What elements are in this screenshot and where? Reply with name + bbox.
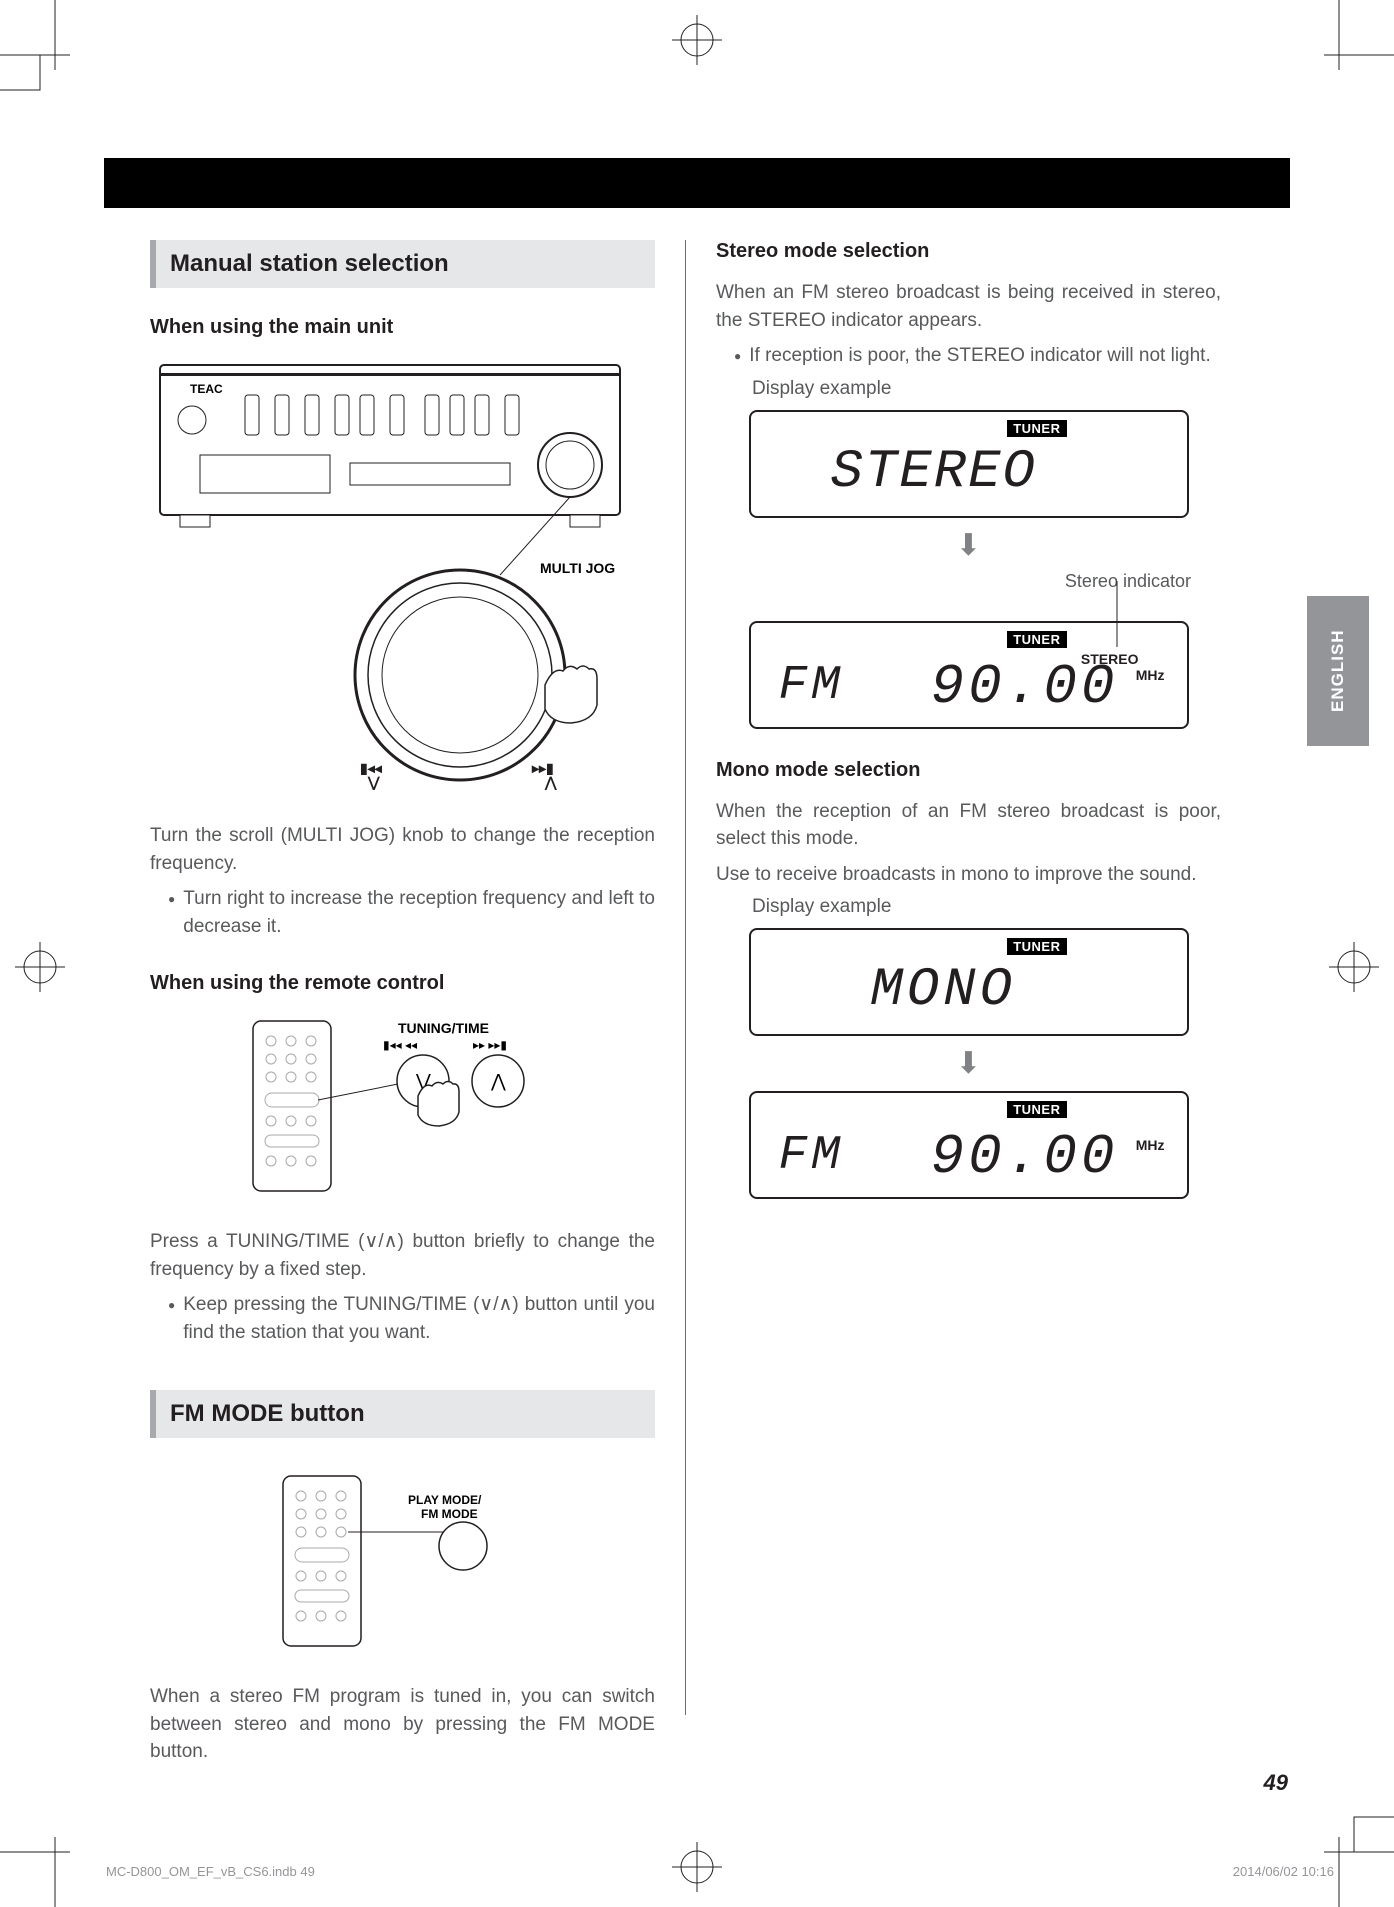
heading-stereo-mode: Stereo mode selection (716, 240, 1221, 263)
subheading-remote: When using the remote control (150, 972, 655, 995)
crop-mark-br (1294, 1807, 1394, 1907)
footer-left: MC-D800_OM_EF_vB_CS6.indb 49 (106, 1864, 315, 1879)
section-heading-manual: Manual station selection (150, 240, 655, 288)
down-arrow-icon-2: ⬇ (716, 1046, 1221, 1081)
figure-main-unit: TEAC (150, 355, 655, 800)
p-mono-1: When the reception of an FM stereo broad… (716, 798, 1221, 853)
crop-mark-tr (1294, 0, 1394, 100)
seg-fm: FM (779, 659, 845, 713)
svg-text:▸▸▮: ▸▸▮ (531, 760, 554, 776)
p-fm-mode: When a stereo FM program is tuned in, yo… (150, 1683, 655, 1766)
section-heading-fmmode: FM MODE button (150, 1390, 655, 1438)
svg-text:▮◂◂ ◂◂: ▮◂◂ ◂◂ (383, 1038, 417, 1052)
svg-text:⋀: ⋀ (490, 1071, 506, 1091)
bullet-turn-right: Turn right to increase the reception fre… (150, 885, 655, 940)
page-content: Manual station selection When using the … (150, 240, 1244, 1720)
p-multi-jog: Turn the scroll (MULTI JOG) knob to chan… (150, 822, 655, 877)
seg-freq-2: 90.00 (931, 1125, 1119, 1189)
header-black-bar (104, 158, 1290, 208)
svg-text:FM MODE: FM MODE (421, 1507, 478, 1521)
svg-text:TUNING/TIME: TUNING/TIME (398, 1020, 489, 1036)
mhz-label-2: MHz (1136, 1137, 1165, 1153)
p-stereo-1: When an FM stereo broadcast is being rec… (716, 279, 1221, 334)
reg-mark-left (0, 920, 70, 1014)
reg-mark-top (650, 0, 744, 70)
svg-text:PLAY MODE/: PLAY MODE/ (408, 1493, 482, 1507)
svg-text:⋀: ⋀ (544, 774, 557, 790)
heading-mono-mode: Mono mode selection (716, 759, 1221, 782)
language-tab: ENGLISH (1307, 596, 1369, 746)
reg-mark-right (1324, 920, 1394, 1014)
reg-mark-bottom (650, 1837, 744, 1907)
tuner-badge: TUNER (1007, 420, 1066, 437)
tuner-badge-4: TUNER (1007, 1101, 1066, 1118)
page-number: 49 (1264, 1770, 1288, 1796)
figure-remote-tuning: TUNING/TIME ▮◂◂ ◂◂ ▸▸ ▸▸▮ ⋁ ⋀ (150, 1011, 655, 1206)
mhz-label: MHz (1136, 667, 1165, 683)
down-arrow-icon: ⬇ (716, 528, 1221, 563)
svg-text:▮◂◂: ▮◂◂ (360, 760, 383, 776)
svg-text:⋁: ⋁ (367, 774, 380, 790)
seg-mono: MONO (871, 960, 1017, 1021)
subheading-main-unit: When using the main unit (150, 316, 655, 339)
tuner-badge-3: TUNER (1007, 938, 1066, 955)
multi-jog-label: MULTI JOG (540, 560, 615, 576)
label-display-example-2: Display example (716, 896, 1221, 918)
display-fm-stereo: TUNER STEREO FM 90.00 MHz (749, 621, 1189, 729)
display-stereo: TUNER STEREO (749, 410, 1189, 518)
right-column: Stereo mode selection When an FM stereo … (686, 240, 1221, 1720)
display-fm-mono: TUNER FM 90.00 MHz (749, 1091, 1189, 1199)
label-display-example-1: Display example (716, 378, 1221, 400)
figure-remote-fmmode: PLAY MODE/ FM MODE (150, 1466, 655, 1661)
crop-mark-tl (0, 0, 100, 100)
display-mono: TUNER MONO (749, 928, 1189, 1036)
crop-mark-bl (0, 1807, 100, 1907)
p-tuning-time: Press a TUNING/TIME (∨/∧) button briefly… (150, 1228, 655, 1283)
bullet-stereo-poor: If reception is poor, the STEREO indicat… (716, 342, 1221, 370)
svg-text:TEAC: TEAC (190, 382, 223, 396)
bullet-keep-pressing: Keep pressing the TUNING/TIME (∨/∧) butt… (150, 1291, 655, 1346)
footer-right: 2014/06/02 10:16 (1233, 1864, 1334, 1879)
seg-fm-2: FM (779, 1129, 845, 1183)
p-mono-2: Use to receive broadcasts in mono to imp… (716, 861, 1221, 889)
callout-stereo-indicator: Stereo indicator (1065, 571, 1191, 592)
left-column: Manual station selection When using the … (150, 240, 685, 1720)
tuner-badge-2: TUNER (1007, 631, 1066, 648)
seg-freq: 90.00 (931, 655, 1119, 719)
seg-stereo: STEREO (831, 442, 1037, 503)
indicator-line (1107, 581, 1127, 651)
svg-text:▸▸ ▸▸▮: ▸▸ ▸▸▮ (473, 1038, 507, 1052)
